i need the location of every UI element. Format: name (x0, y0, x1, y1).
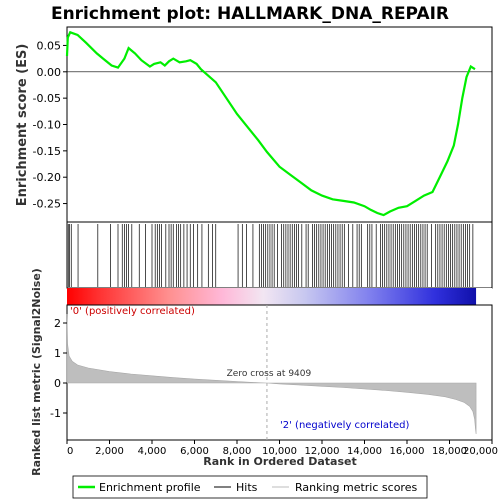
es-y-tick-label: -0.25 (33, 198, 61, 211)
metric-panel-frame (66, 304, 493, 441)
es-y-tick-label: -0.10 (33, 119, 61, 132)
es-y-tick-label: -0.20 (33, 171, 61, 184)
metric-y-tick-label: 0 (54, 377, 61, 390)
hits-ticks (67, 224, 474, 287)
x-tick-label: 2,000 (95, 446, 124, 457)
x-axis-label: Rank in Ordered Dataset (203, 455, 357, 468)
negative-correlation-label: '2' (negatively correlated) (280, 420, 409, 431)
metric-y-tick-label: 1 (54, 347, 61, 360)
zero-cross-label: Zero cross at 9409 (227, 369, 312, 379)
x-tick-label: 18,000 (432, 446, 467, 457)
metric-y-tick-label: 2 (54, 317, 61, 330)
es-y-axis-label: Enrichment score (ES) (15, 44, 30, 207)
es-y-tick-label: -0.15 (33, 145, 61, 158)
positive-correlation-label: '0' (positively correlated) (70, 306, 195, 317)
metric-y-axis: 2 1 0 -1 (50, 317, 67, 420)
es-y-tick-label: 0.00 (37, 66, 62, 79)
heat-bar-gradient (67, 288, 477, 305)
x-tick-label: 16,000 (390, 446, 425, 457)
x-tick-label: 20,000 (463, 446, 498, 457)
legend: Enrichment profile Hits Ranking metric s… (72, 475, 428, 499)
legend-metric-label: Ranking metric scores (295, 481, 417, 494)
es-panel-frame (66, 26, 493, 223)
ranking-metric-area (66, 313, 477, 435)
es-y-tick-label: -0.05 (33, 92, 61, 105)
es-y-tick-label: 0.05 (37, 39, 62, 52)
x-tick-label: 4,000 (138, 446, 167, 457)
metric-y-axis-label: Ranked list metric (Signal2Noise) (30, 268, 43, 476)
x-tick-label: 10,000 (262, 446, 297, 457)
x-tick-label: 8,000 (223, 446, 252, 457)
x-tick-label: 6,000 (180, 446, 209, 457)
x-tick-label: 0 (67, 446, 73, 457)
metric-y-tick-label: -1 (50, 407, 61, 420)
x-tick-label: 14,000 (347, 446, 382, 457)
es-y-axis: 0.05 0.00 -0.05 -0.10 -0.15 -0.20 -0.25 (33, 39, 67, 211)
x-tick-label: 12,000 (305, 446, 340, 457)
enrichment-profile-line (65, 30, 476, 217)
chart-title: Enrichment plot: HALLMARK_DNA_REPAIR (51, 4, 449, 24)
hits-panel-frame (66, 221, 493, 289)
legend-frame (72, 475, 428, 499)
legend-hits-label: Hits (236, 481, 258, 494)
x-axis: 0 2,000 4,000 6,000 8,000 10,000 12,000 14,000 1… (66, 440, 498, 457)
legend-enrichment-label: Enrichment profile (99, 481, 201, 494)
